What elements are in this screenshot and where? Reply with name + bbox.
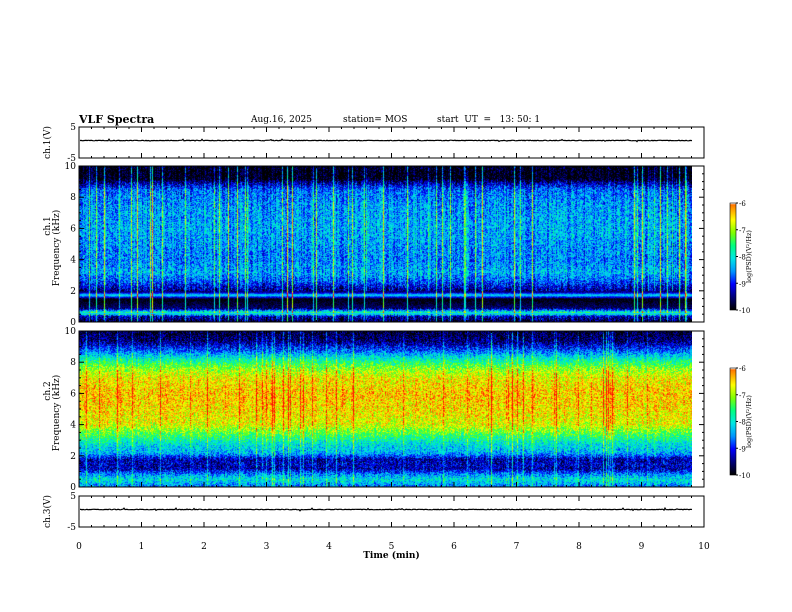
date-label: Aug.16, 2025: [251, 115, 312, 125]
colorbar-tick-label: -9: [739, 280, 746, 288]
x-tick-label: 0: [76, 542, 82, 552]
y-tick-label: 0: [70, 318, 76, 328]
ch2-spectrogram-channel-label: ch.2: [43, 381, 53, 400]
y-tick-label: 4: [70, 256, 76, 266]
y-tick-label: 5: [70, 492, 76, 502]
ch2-spectrogram-colorbar: [730, 368, 736, 475]
colorbar-tick-label: -9: [739, 445, 746, 453]
x-tick-label: 6: [451, 542, 457, 552]
x-tick-label: 3: [264, 542, 270, 552]
x-tick-label: 10: [698, 542, 710, 552]
ch3-waveform-panel: 5 -5 ch.3(V): [42, 492, 705, 533]
colorbar-tick-label: -6: [739, 200, 746, 208]
y-tick-label: 6: [70, 389, 76, 399]
start-time-label: start UT = 13: 50: 1: [437, 115, 541, 125]
ch2-spectrogram-image: [79, 331, 692, 487]
y-tick-label: 6: [70, 224, 76, 234]
x-tick-label: 5: [389, 542, 395, 552]
ch1-spectrogram-ylabel: Frequency (kHz): [51, 210, 62, 287]
ch3-waveform-ylabel: ch.3(V): [42, 495, 53, 528]
y-tick-label: 10: [65, 162, 77, 172]
colorbar-tick-label: -10: [739, 472, 750, 480]
ch1-spectrogram-colorbar-label: log(PSD)(V²/Hz): [745, 230, 753, 283]
x-tick-label: 9: [639, 542, 645, 552]
ch1-waveform-panel: 5 -5 ch.1(V): [42, 123, 705, 164]
y-tick-label: 8: [70, 358, 76, 368]
y-tick-label: -5: [67, 154, 76, 164]
colorbar-tick-label: -10: [739, 307, 750, 315]
x-tick-label: 1: [139, 542, 145, 552]
ch1-spectrogram-colorbar: [730, 203, 736, 310]
ch2-spectrogram-colorbar-label: log(PSD)(V²/Hz): [745, 395, 753, 448]
y-tick-label: 4: [70, 421, 76, 431]
colorbar-tick-label: -7: [739, 392, 746, 400]
ch1-spectrogram-image: [79, 166, 692, 322]
y-tick-label: 10: [65, 327, 77, 337]
y-tick-label: 2: [70, 287, 76, 297]
ch1-spectrogram-panel: 0 2 4 6 8 10 ch.1 Frequency (kHz) -6 -7 -8 -9 -10 log…: [43, 162, 753, 328]
ch2-spectrogram-panel: 0 2 4 6 8 10 ch.2 Frequency (kHz) -6 -7 -8 -9 -10 log…: [43, 327, 753, 493]
figure-title: VLF Spectra: [79, 113, 155, 126]
y-tick-label: -5: [67, 523, 76, 533]
y-tick-label: 5: [70, 123, 76, 133]
ch1-waveform-ylabel: ch.1(V): [42, 126, 53, 159]
colorbar-tick-label: -8: [739, 254, 746, 262]
x-tick-label: 7: [514, 542, 520, 552]
y-tick-label: 2: [70, 452, 76, 462]
ch3-waveform-trace: [80, 506, 693, 512]
colorbar-tick-label: -8: [739, 419, 746, 427]
colorbar-tick-label: -7: [739, 227, 746, 235]
ch1-waveform-trace: [79, 138, 693, 143]
y-tick-label: 0: [70, 483, 76, 493]
x-tick-label: 2: [201, 542, 207, 552]
x-tick-label: 4: [326, 542, 332, 552]
station-label: station= MOS: [343, 115, 408, 125]
colorbar-tick-label: -6: [739, 365, 746, 373]
ch1-spectrogram-channel-label: ch.1: [43, 216, 53, 235]
x-tick-label: 8: [576, 542, 582, 552]
ch2-spectrogram-ylabel: Frequency (kHz): [51, 375, 62, 452]
y-tick-label: 8: [70, 193, 76, 203]
x-axis-label: Time (min): [363, 550, 420, 561]
